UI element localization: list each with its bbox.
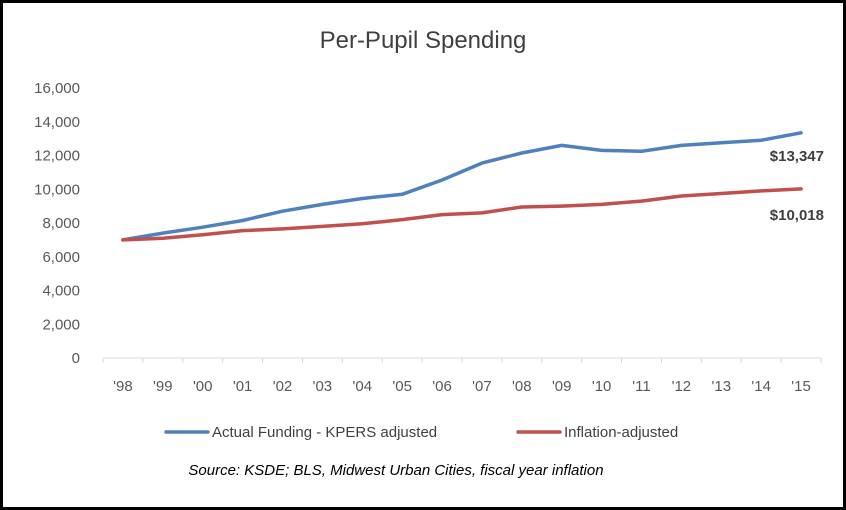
x-axis: '98 '99 '00 '01 '02 '03 '04 '05 '06 '07 '08 '09 '10 '… — [102, 357, 822, 395]
legend-label: Actual Funding - KPERS adjusted — [212, 424, 437, 441]
x-tick-label: '08 — [512, 378, 532, 395]
x-tick-label: '12 — [672, 378, 692, 395]
end-value-label: $10,018 — [770, 207, 824, 224]
legend-label: Inflation-adjusted — [564, 424, 678, 441]
x-tick-label: '07 — [472, 378, 492, 395]
x-tick-label: '98 — [113, 378, 133, 395]
x-tick-label: '14 — [751, 378, 771, 395]
x-tick-label: '01 — [233, 378, 253, 395]
y-tick-label: 8,000 — [42, 215, 80, 232]
series-lines — [121, 131, 803, 242]
y-tick-label: 10,000 — [34, 181, 80, 198]
x-tick-label: '09 — [552, 378, 572, 395]
x-tick-label: '15 — [791, 378, 811, 395]
chart-title: Per-Pupil Spending — [320, 27, 527, 54]
x-tick-label: '02 — [273, 378, 293, 395]
y-tick-label: 16,000 — [34, 80, 80, 97]
x-tick-label: '99 — [153, 378, 173, 395]
x-tick-label: '10 — [592, 378, 612, 395]
y-tick-label: 4,000 — [42, 283, 80, 300]
x-tick-label: '03 — [313, 378, 333, 395]
x-tick-label: '11 — [632, 378, 650, 395]
legend: Actual Funding - KPERS adjusted Inflation… — [164, 424, 678, 441]
end-value-label: $13,347 — [770, 148, 824, 165]
y-tick-label: 6,000 — [42, 249, 80, 266]
x-tick-label: '13 — [711, 378, 731, 395]
y-tick-label: 2,000 — [42, 316, 80, 333]
y-tick-label: 0 — [72, 350, 80, 367]
x-tick-label: '06 — [432, 378, 452, 395]
y-tick-label: 12,000 — [34, 148, 80, 165]
source-note: Source: KSDE; BLS, Midwest Urban Cities,… — [188, 462, 603, 479]
end-labels: $13,347 $10,018 — [770, 148, 824, 224]
x-tick-label: '00 — [193, 378, 213, 395]
y-axis: 0 2,000 4,000 6,000 8,000 10,000 12,000 14,000 1… — [34, 80, 80, 367]
x-tick-label: '04 — [352, 378, 372, 395]
chart-svg: Per-Pupil Spending 0 2,000 4,000 6,000 8,000… — [34, 27, 824, 479]
series-line-inflation-adjusted — [121, 187, 803, 242]
series-line-actual-funding — [121, 131, 803, 242]
x-tick-label: '05 — [392, 378, 412, 395]
y-tick-label: 14,000 — [34, 114, 80, 131]
